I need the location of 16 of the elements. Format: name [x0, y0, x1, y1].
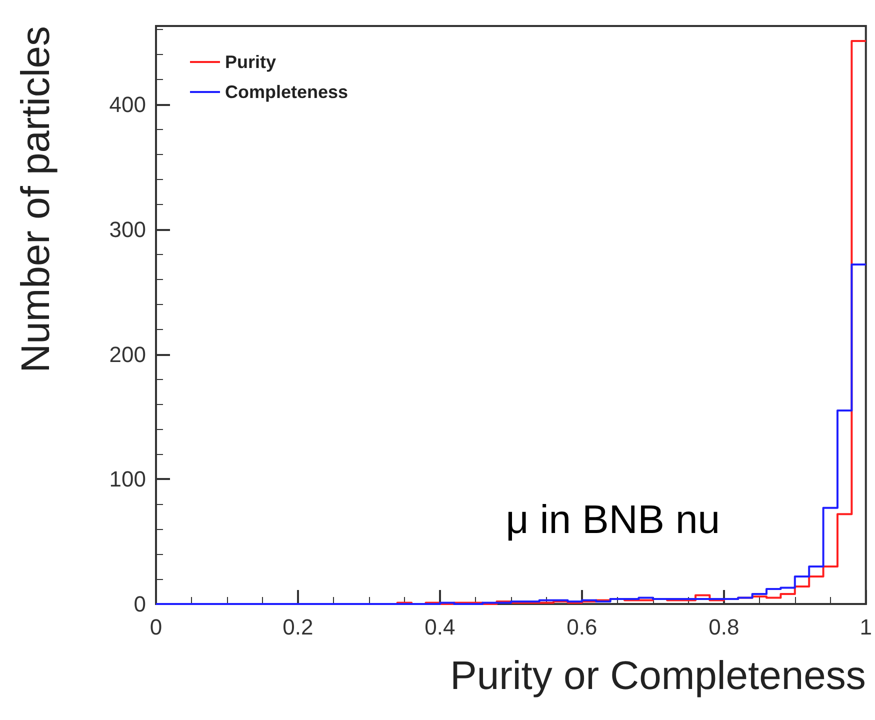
x-tick-label: 0.6 — [566, 614, 598, 640]
x-tick-label: 0.8 — [708, 614, 740, 640]
x-tick-label: 0.2 — [282, 614, 314, 640]
y-tick-label: 0 — [134, 592, 146, 616]
y-tick-label: 400 — [109, 92, 146, 118]
y-tick-label: 200 — [109, 342, 146, 367]
y-tick-label: 100 — [109, 466, 146, 492]
legend-label: Completeness — [225, 82, 348, 102]
y-tick-label: 300 — [109, 216, 146, 242]
annotation: μ in BNB nu — [506, 498, 720, 542]
x-tick-label: 1 — [860, 614, 872, 640]
x-tick-label: 0 — [150, 614, 162, 640]
y-axis-title: Number of particles — [14, 26, 58, 373]
x-axis-title: Purity or Completeness — [450, 654, 866, 698]
legend-label: Purity — [225, 52, 276, 72]
x-tick-label: 0.4 — [424, 614, 456, 640]
